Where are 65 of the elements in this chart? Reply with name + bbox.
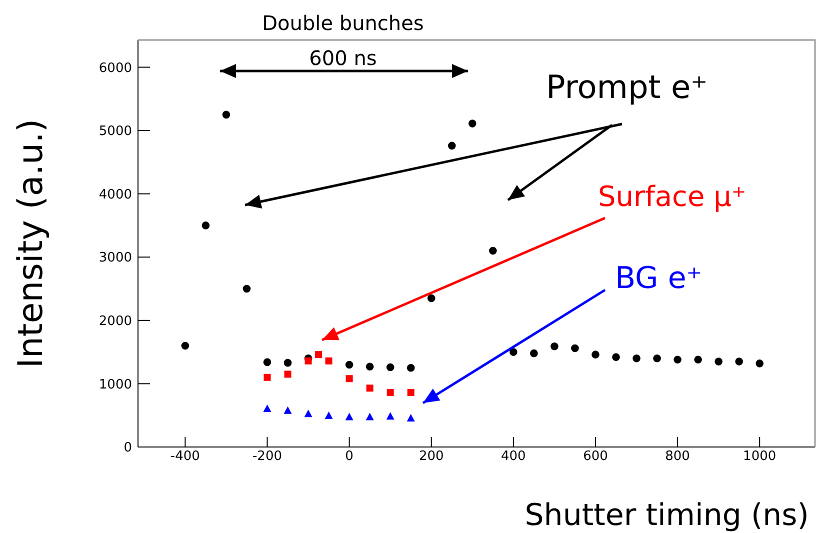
point [694, 356, 702, 364]
x-tick-label: 400 [501, 449, 526, 464]
text: Prompt e⁺ [546, 68, 708, 106]
y-axis-title: Intensity (a.u.) [11, 118, 52, 368]
point [366, 384, 374, 392]
annotation: 600 ns [309, 46, 377, 70]
point [735, 358, 743, 366]
point [346, 375, 353, 382]
point [264, 374, 271, 381]
point [242, 284, 251, 293]
point [489, 246, 497, 255]
text: BG e⁺ [615, 261, 702, 296]
y-tick-label: 3000 [98, 250, 132, 266]
point [386, 363, 394, 372]
x-tick-label: 200 [418, 449, 444, 464]
point [263, 404, 272, 412]
point [406, 414, 415, 422]
point [632, 354, 640, 362]
point [530, 349, 538, 358]
point [653, 354, 661, 362]
point [324, 411, 333, 419]
y-tick-label: 4000 [98, 187, 132, 202]
point [448, 142, 456, 150]
point [181, 342, 190, 350]
x-tick-label: -400 [170, 449, 200, 464]
point [345, 412, 354, 420]
point [222, 110, 230, 119]
point [714, 358, 722, 366]
y-tick-label: 2000 [98, 314, 132, 330]
point [612, 353, 620, 362]
point [315, 351, 322, 358]
point [592, 350, 600, 358]
y-tick-label: 5000 [98, 124, 132, 140]
point [263, 358, 272, 366]
y-tick-label: 6000 [98, 60, 132, 76]
point [202, 222, 210, 230]
point [407, 389, 414, 396]
x-tick-label: -200 [252, 449, 282, 464]
point [510, 348, 518, 356]
point [284, 370, 292, 378]
point [674, 356, 682, 364]
point [304, 357, 312, 364]
point [427, 294, 436, 302]
point [345, 360, 354, 369]
point [284, 406, 292, 414]
x-tick-label: 800 [665, 449, 690, 464]
point [366, 362, 374, 371]
point [325, 357, 332, 364]
point [468, 120, 476, 128]
point [756, 360, 764, 368]
y-tick-label: 1000 [98, 377, 132, 392]
point [386, 389, 394, 396]
text: Surface μ⁺ [598, 180, 746, 213]
x-tick-label: 1000 [743, 449, 776, 464]
x-axis-title: Shutter timing (ns) [524, 498, 809, 533]
x-tick-label: 600 [583, 449, 608, 464]
point [304, 410, 312, 418]
point [571, 344, 579, 352]
point [284, 358, 292, 367]
x-tick-label: 0 [345, 449, 354, 464]
point [366, 412, 374, 420]
point [386, 412, 394, 420]
text: Double bunches [262, 11, 424, 35]
point [550, 342, 558, 350]
point [406, 364, 415, 372]
